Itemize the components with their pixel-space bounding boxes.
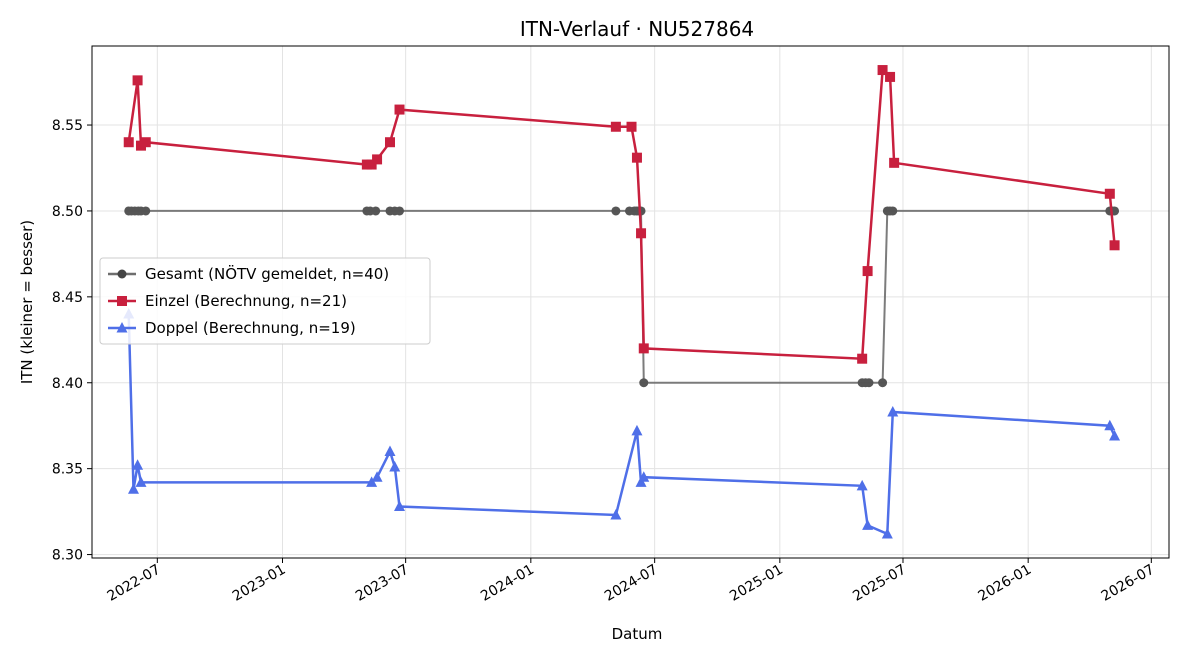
data-point xyxy=(1104,419,1116,431)
data-point xyxy=(862,266,873,277)
y-axis-title: ITN (kleiner = besser) xyxy=(18,220,36,384)
chart-title: ITN-Verlauf · NU527864 xyxy=(520,17,754,41)
legend-label: Doppel (Berechnung, n=19) xyxy=(145,319,356,337)
x-tick-label: 2023-01 xyxy=(230,562,289,605)
data-point xyxy=(864,378,874,388)
data-point xyxy=(394,104,405,115)
data-point xyxy=(626,121,637,132)
data-point xyxy=(611,206,621,216)
data-point xyxy=(128,483,140,494)
x-tick-label: 2022-07 xyxy=(105,562,164,605)
data-point xyxy=(888,206,898,216)
data-point xyxy=(638,471,650,482)
x-tick-label: 2026-01 xyxy=(976,562,1035,605)
data-point xyxy=(366,159,377,170)
series-doppel xyxy=(123,308,1121,539)
series-einzel xyxy=(123,65,1120,364)
x-tick-label: 2023-07 xyxy=(353,562,412,605)
data-point xyxy=(384,445,396,456)
data-point xyxy=(1104,188,1115,199)
data-point xyxy=(889,157,900,168)
data-point xyxy=(636,228,647,239)
data-point xyxy=(1109,430,1121,441)
data-point xyxy=(394,500,406,511)
x-tick-label: 2024-07 xyxy=(602,562,661,605)
y-tick-label: 8.35 xyxy=(52,462,83,478)
data-point xyxy=(371,206,381,216)
data-point xyxy=(371,471,383,482)
x-tick-label: 2025-07 xyxy=(850,562,909,605)
data-point xyxy=(372,154,383,165)
data-point xyxy=(123,137,134,148)
x-tick-label: 2025-01 xyxy=(727,562,786,605)
data-point xyxy=(857,353,868,364)
legend-label: Einzel (Berechnung, n=21) xyxy=(145,292,347,310)
data-point xyxy=(140,137,151,148)
data-point xyxy=(887,405,899,417)
data-point xyxy=(881,527,893,539)
legend: Gesamt (NÖTV gemeldet, n=40) Einzel (Bere… xyxy=(99,257,431,345)
data-point xyxy=(395,206,405,216)
series-layer xyxy=(123,65,1121,539)
data-point xyxy=(384,137,395,148)
y-tick-label: 8.40 xyxy=(52,376,83,392)
data-point xyxy=(610,509,622,520)
x-tick-label: 2026-07 xyxy=(1099,562,1158,605)
y-tick-label: 8.30 xyxy=(52,548,83,564)
data-point xyxy=(856,479,868,491)
data-point xyxy=(631,152,642,163)
data-point xyxy=(389,460,401,472)
y-tick-label: 8.45 xyxy=(52,290,83,306)
data-point xyxy=(141,206,151,216)
data-point xyxy=(638,343,649,354)
data-point xyxy=(132,459,144,470)
data-point xyxy=(862,519,874,530)
ticks: 2022-07 2023-01 2023-07 2024-01 2024-07 2025-… xyxy=(52,118,1157,605)
y-tick-label: 8.55 xyxy=(52,118,83,134)
data-point xyxy=(1109,240,1120,251)
y-tick-label: 8.50 xyxy=(52,204,83,220)
data-point xyxy=(631,424,643,436)
data-point xyxy=(885,71,896,82)
series-line xyxy=(127,313,1116,536)
legend-marker xyxy=(117,296,127,306)
data-point xyxy=(135,476,147,487)
legend-marker xyxy=(117,269,127,279)
data-point xyxy=(877,65,888,76)
plot-frame xyxy=(91,45,1170,559)
x-tick-label: 2024-01 xyxy=(478,562,537,605)
legend-label: Gesamt (NÖTV gemeldet, n=40) xyxy=(145,264,389,283)
legend-box xyxy=(99,257,431,345)
data-point xyxy=(878,378,888,388)
legend-marker xyxy=(116,322,128,333)
data-point xyxy=(610,121,621,132)
data-point xyxy=(132,75,143,86)
data-point xyxy=(639,378,649,388)
x-axis-title: Datum xyxy=(612,625,663,643)
